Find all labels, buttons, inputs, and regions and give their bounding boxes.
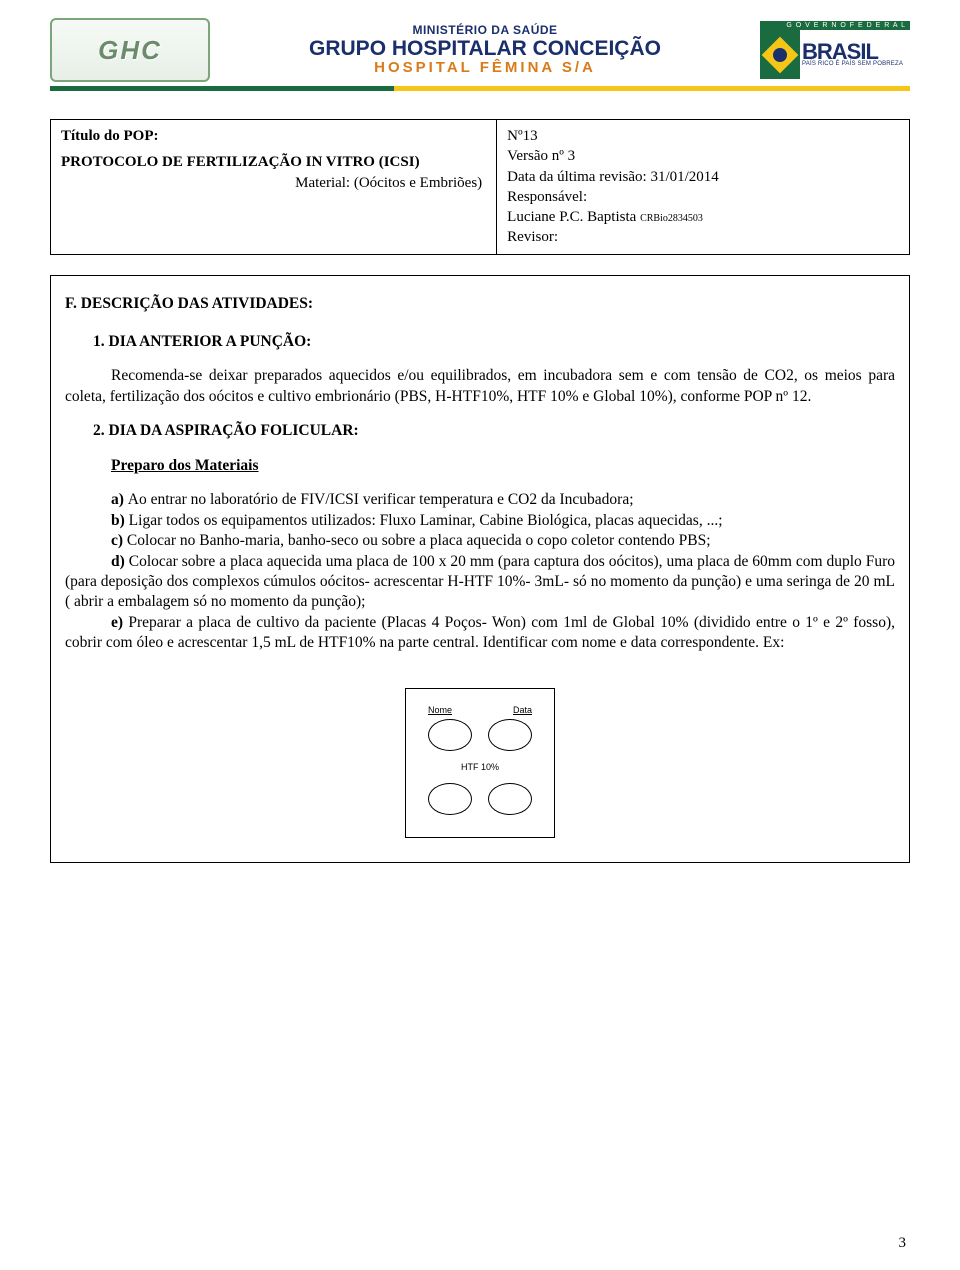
center-logo-block: MINISTÉRIO DA SAÚDE GRUPO HOSPITALAR CON… bbox=[222, 24, 748, 77]
header-logos: GHC MINISTÉRIO DA SAÚDE GRUPO HOSPITALAR… bbox=[50, 0, 910, 86]
c-text: Colocar no Banho-maria, banho-seco ou so… bbox=[127, 532, 711, 549]
b-bold: b) bbox=[111, 512, 129, 529]
brasil-diamond-icon bbox=[762, 36, 799, 73]
group-label: GRUPO HOSPITALAR CONCEIÇÃO bbox=[222, 37, 748, 60]
section-f-heading: F. DESCRIÇÃO DAS ATIVIDADES: bbox=[65, 294, 895, 314]
e-text: Preparar a placa de cultivo da paciente … bbox=[65, 614, 895, 651]
item1-text: Recomenda-se deixar preparados aquecidos… bbox=[65, 366, 895, 407]
plate-label-nome: Nome bbox=[428, 705, 452, 717]
resp-code: CRBio2834503 bbox=[640, 213, 703, 224]
d-text: Colocar sobre a placa aquecida uma placa… bbox=[65, 553, 895, 611]
list-d: d) Colocar sobre a placa aquecida uma pl… bbox=[65, 553, 895, 611]
d-bold: d) bbox=[111, 553, 129, 570]
c-bold: c) bbox=[111, 532, 127, 549]
activities-box: F. DESCRIÇÃO DAS ATIVIDADES: 1. DIA ANTE… bbox=[50, 275, 910, 863]
prep-title: Preparo dos Materiais bbox=[65, 456, 895, 476]
meta-left: Título do POP: PROTOCOLO DE FERTILIZAÇÃO… bbox=[51, 120, 497, 254]
ghc-logo-text: GHC bbox=[98, 35, 162, 66]
a-text: Ao entrar no laboratório de FIV/ICSI ver… bbox=[128, 491, 634, 508]
brasil-gov-label: G O V E R N O F E D E R A L bbox=[760, 21, 910, 30]
plate-label-data: Data bbox=[513, 705, 532, 717]
brasil-tagline: PAÍS RICO É PAÍS SEM POBREZA bbox=[802, 61, 910, 67]
ghc-logo: GHC bbox=[50, 18, 210, 82]
brasil-word: BRASIL bbox=[802, 42, 910, 62]
list-block: a) Ao entrar no laboratório de FIV/ICSI … bbox=[65, 490, 895, 654]
brasil-text-block: BRASIL PAÍS RICO É PAÍS SEM POBREZA bbox=[800, 30, 910, 79]
material-line: Material: (Oócitos e Embriões) bbox=[61, 173, 486, 193]
meta-resp-label: Responsável: bbox=[507, 187, 899, 207]
meta-last-rev: Data da última revisão: 31/01/2014 bbox=[507, 167, 899, 187]
resp-name-text: Luciane P.C. Baptista bbox=[507, 209, 640, 225]
brasil-circle-icon bbox=[773, 48, 787, 62]
list-a: a) Ao entrar no laboratório de FIV/ICSI … bbox=[65, 490, 895, 510]
e-bold: e) bbox=[111, 614, 128, 631]
brasil-flag-icon bbox=[760, 30, 800, 79]
list-c: c) Colocar no Banho-maria, banho-seco ou… bbox=[65, 531, 895, 551]
item2-title: 2. DIA DA ASPIRAÇÃO FOLICULAR: bbox=[93, 421, 895, 441]
meta-revisor: Revisor: bbox=[507, 227, 899, 247]
meta-num: Nº13 bbox=[507, 126, 899, 146]
well-icon bbox=[488, 719, 532, 751]
meta-box: Título do POP: PROTOCOLO DE FERTILIZAÇÃO… bbox=[50, 119, 910, 255]
plate-label-htf: HTF 10% bbox=[461, 762, 499, 774]
meta-resp-name: Luciane P.C. Baptista CRBio2834503 bbox=[507, 207, 899, 227]
page-container: GHC MINISTÉRIO DA SAÚDE GRUPO HOSPITALAR… bbox=[0, 0, 960, 1270]
meta-version: Versão nº 3 bbox=[507, 146, 899, 166]
title-label: Título do POP: bbox=[61, 126, 486, 146]
page-number: 3 bbox=[899, 1235, 907, 1252]
hospital-label: HOSPITAL FÊMINA S/A bbox=[222, 60, 748, 77]
brasil-main: BRASIL PAÍS RICO É PAÍS SEM POBREZA bbox=[760, 30, 910, 79]
list-b: b) Ligar todos os equipamentos utilizado… bbox=[65, 511, 895, 531]
well-icon bbox=[488, 783, 532, 815]
meta-right: Nº13 Versão nº 3 Data da última revisão:… bbox=[497, 120, 909, 254]
diagram-wrap: Nome Data HTF 10% bbox=[65, 688, 895, 838]
a-bold: a) bbox=[111, 491, 128, 508]
b-text: Ligar todos os equipamentos utilizados: … bbox=[129, 512, 723, 529]
item1-title: 1. DIA ANTERIOR A PUNÇÃO: bbox=[93, 332, 895, 352]
ministry-label: MINISTÉRIO DA SAÚDE bbox=[222, 24, 748, 37]
well-icon bbox=[428, 783, 472, 815]
plate-diagram: Nome Data HTF 10% bbox=[405, 688, 555, 838]
list-e: e) Preparar a placa de cultivo da pacien… bbox=[65, 614, 895, 651]
brasil-logo: G O V E R N O F E D E R A L BRASIL PAÍS … bbox=[760, 21, 910, 79]
divider-bar bbox=[50, 86, 910, 91]
well-icon bbox=[428, 719, 472, 751]
protocol-title: PROTOCOLO DE FERTILIZAÇÃO IN VITRO (ICSI… bbox=[61, 152, 486, 172]
